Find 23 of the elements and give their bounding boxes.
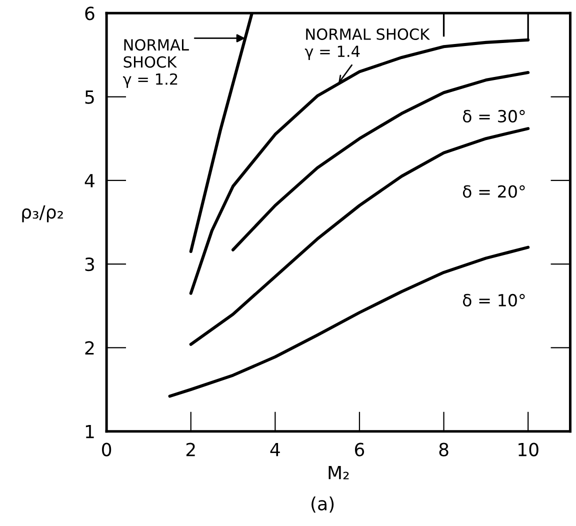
y-tick-label: 5 — [85, 90, 94, 104]
x-tick-label: 2 — [186, 442, 195, 456]
x-tick-label: 10 — [518, 442, 538, 456]
y-axis-title: ρ₃/ρ₂ — [22, 205, 63, 222]
x-tick-label: 4 — [270, 442, 280, 456]
x-tick-label: 8 — [439, 442, 448, 456]
y-tick-label: 4 — [84, 174, 94, 188]
annotation: δ = 20° — [462, 185, 525, 198]
annotation: NORMAL SHOCK γ = 1.2 — [123, 39, 189, 88]
y-tick-label: 2 — [85, 341, 94, 355]
line-series — [189, 127, 530, 346]
annotation: NORMAL SHOCK γ = 1.4 — [304, 28, 430, 60]
x-tick-label: 0 — [102, 442, 112, 456]
x-axis-title: M₂ — [328, 466, 349, 480]
x-tick-label: 6 — [354, 442, 364, 456]
y-tick-label: 6 — [85, 6, 94, 20]
annotation: δ = 10° — [462, 294, 525, 307]
y-tick-label: 3 — [85, 258, 94, 272]
annotation: δ = 30° — [462, 110, 525, 123]
text: (a) — [312, 496, 334, 513]
line-series — [231, 71, 530, 252]
line-series — [168, 246, 530, 398]
y-tick-label: 1 — [86, 425, 94, 438]
